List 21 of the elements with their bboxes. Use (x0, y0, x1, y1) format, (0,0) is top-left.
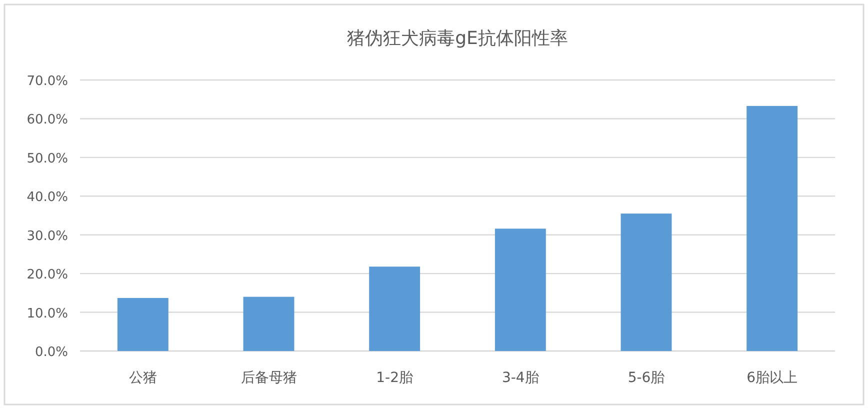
bar (494, 228, 546, 351)
bar (620, 214, 672, 351)
x-tick-label: 6胎以上 (746, 370, 798, 386)
bar (369, 266, 420, 351)
y-tick-label: 70.0% (26, 74, 68, 89)
x-tick-label: 后备母猪 (240, 370, 297, 386)
y-tick-label: 60.0% (26, 112, 68, 128)
bar (746, 106, 798, 351)
x-tick-label: 5-6胎 (628, 370, 665, 386)
y-tick-label: 20.0% (26, 268, 68, 283)
x-tick-label: 1-2胎 (376, 370, 414, 386)
x-tick-label: 公猪 (128, 370, 157, 386)
chart-title: 猪伪狂犬病毒gE抗体阳性率 (347, 28, 568, 49)
y-tick-label: 30.0% (26, 228, 68, 244)
y-tick-label: 40.0% (26, 190, 68, 206)
y-tick-label: 0.0% (34, 345, 68, 360)
y-tick-label: 50.0% (26, 151, 68, 166)
bar (117, 298, 168, 351)
bar (243, 296, 294, 351)
y-tick-label: 10.0% (26, 306, 68, 322)
x-tick-label: 3-4胎 (502, 370, 539, 386)
